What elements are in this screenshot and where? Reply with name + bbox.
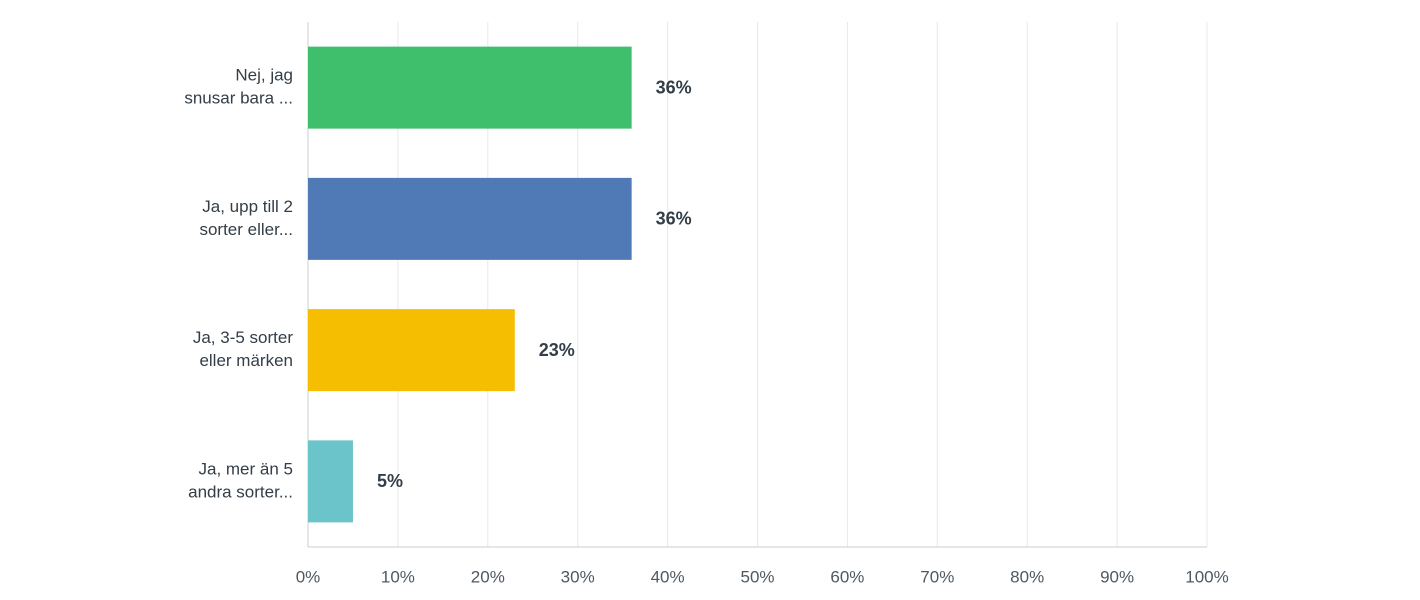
category-label: snusar bara ... <box>184 89 293 108</box>
x-tick-label: 80% <box>1010 567 1044 586</box>
value-label: 36% <box>656 209 692 229</box>
x-tick-label: 10% <box>381 567 415 586</box>
x-tick-label: 60% <box>830 567 864 586</box>
x-tick-label: 20% <box>471 567 505 586</box>
category-label: Ja, 3-5 sorter <box>193 328 293 347</box>
value-label: 23% <box>539 340 575 360</box>
category-label: andra sorter... <box>188 482 293 501</box>
category-label: Ja, upp till 2 <box>202 197 293 216</box>
x-tick-label: 90% <box>1100 567 1134 586</box>
bar <box>308 177 632 260</box>
bar <box>308 309 515 392</box>
category-label: Nej, jag <box>235 66 293 85</box>
value-label: 36% <box>656 77 692 97</box>
category-label: Ja, mer än 5 <box>199 459 294 478</box>
category-label: sorter eller... <box>199 220 293 239</box>
x-tick-label: 30% <box>561 567 595 586</box>
bar <box>308 46 632 129</box>
bar <box>308 440 353 523</box>
category-label: eller märken <box>199 351 293 370</box>
x-tick-label: 40% <box>651 567 685 586</box>
x-tick-label: 50% <box>740 567 774 586</box>
x-tick-label: 0% <box>296 567 321 586</box>
x-tick-label: 100% <box>1185 567 1228 586</box>
x-tick-label: 70% <box>920 567 954 586</box>
value-label: 5% <box>377 471 403 491</box>
